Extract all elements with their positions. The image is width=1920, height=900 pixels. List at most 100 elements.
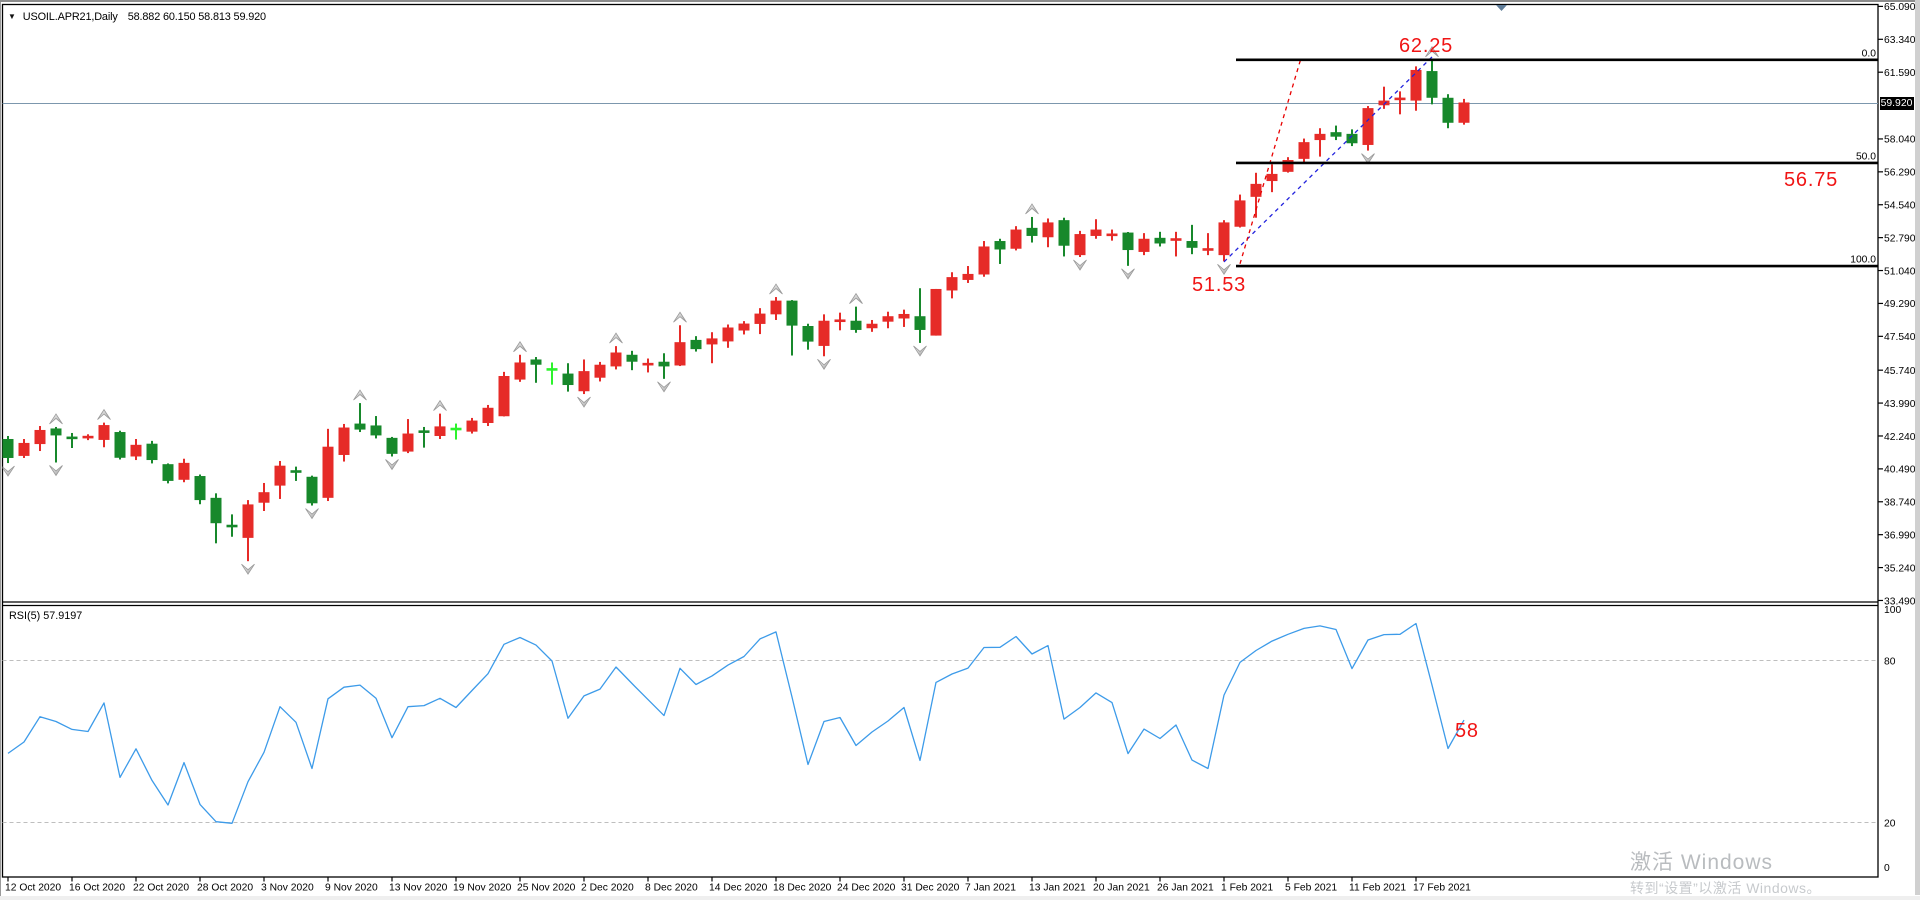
fractal-up-icon [353,389,367,401]
candle-body [802,326,814,342]
fib-level-label: 50.0 [1856,151,1876,162]
candle [770,297,782,320]
candle-body [114,432,126,458]
fractal-down-icon [385,459,399,471]
candle-body [1042,222,1054,238]
trendline-red[interactable] [1239,58,1302,264]
candle [1026,216,1038,243]
candle [242,500,254,562]
candle-body [1282,159,1294,172]
candle-body [674,342,686,366]
annotation-rsi-58: 58 [1455,720,1479,742]
candle [738,321,750,335]
candle-body [98,425,110,440]
candle [1074,230,1086,258]
price-axis-label: 33.490 [1884,596,1916,607]
collapse-chart-icon[interactable]: ▼ [8,12,16,21]
time-axis-label: 5 Feb 2021 [1285,883,1337,894]
candle [194,474,206,505]
price-axis-label: 51.040 [1884,266,1916,277]
fractal-up-icon [433,399,447,411]
candle [930,288,942,336]
candle-body [370,425,382,436]
fractal-down-icon [577,396,591,408]
time-axis-label: 11 Feb 2021 [1349,883,1406,894]
candle-body [514,362,526,380]
candle-body [178,462,190,480]
candle [562,363,574,392]
candle-body [1442,97,1454,123]
fractal-down-icon [2,465,15,477]
candle-body [258,492,270,503]
candle [178,458,190,483]
fractal-down-icon [1361,153,1375,165]
candle [818,314,830,357]
rsi-pane[interactable] [2,622,1879,824]
candle [1042,218,1054,248]
candle-body [322,446,334,498]
candle [498,371,510,417]
fractal-up-icon [673,311,687,323]
candle [18,438,30,458]
fractal-down-icon [49,465,63,477]
time-axis-label: 8 Dec 2020 [645,883,698,894]
candle-body [1186,241,1198,248]
candle-body [1298,142,1310,159]
time-axis-label: 20 Jan 2021 [1093,883,1150,894]
fractal-up-icon [97,408,111,420]
candle-body [962,273,974,280]
candle [418,426,430,448]
candle-body [50,428,62,436]
candle-body [754,313,766,324]
price-axis-label: 43.990 [1884,399,1916,410]
candle-body [146,443,158,461]
candle-body [402,433,414,452]
fractal-up-icon [1025,203,1039,215]
candle-body [1346,133,1358,144]
fractal-up-icon [609,332,623,344]
window-right-edge [1915,0,1920,895]
candle [1314,128,1326,157]
candle [482,404,494,427]
candle [1442,94,1454,129]
price-axis-label: 52.790 [1884,233,1916,244]
candle-body [386,437,398,454]
main-price-pane[interactable] [2,46,1879,575]
chart-shift-marker[interactable] [1496,5,1507,11]
candle-body [1058,220,1070,246]
time-axis-label: 14 Dec 2020 [709,883,768,894]
candle-body [1138,238,1150,252]
price-axis-label: 38.740 [1884,498,1916,509]
candle-body [1250,183,1262,197]
fractal-up-icon [1425,46,1439,58]
candle [338,423,350,462]
candle [402,419,414,454]
candle [1282,157,1294,173]
candle [354,403,366,433]
time-axis-label: 13 Jan 2021 [1029,883,1086,894]
fib-level-label: 100.0 [1850,255,1876,266]
candle-body [210,497,222,524]
price-axis-label: 63.340 [1884,35,1916,46]
candle [658,353,670,379]
price-axis-label: 47.540 [1884,332,1916,343]
price-axis-label: 58.040 [1884,135,1916,146]
price-axis-label: 54.540 [1884,201,1916,212]
candle-body [194,476,206,501]
candle-body [850,320,862,330]
time-axis-label: 9 Nov 2020 [325,883,378,894]
trendline-blue[interactable] [1223,56,1433,263]
rsi-axis-label: 20 [1884,819,1896,830]
candle [754,308,766,335]
rsi-axis-label: 0 [1884,863,1890,874]
candle-body [482,407,494,424]
candle-body [1122,232,1134,251]
price-axis-label: 35.240 [1884,563,1916,574]
candle [898,309,910,327]
chart-title-bar: ▼ USOIL.APR21,Daily 58.882 60.150 58.813… [8,9,266,25]
candle-body [530,359,542,365]
candle [1154,231,1166,247]
candle [1234,194,1246,228]
rsi-axis-label: 100 [1884,605,1901,616]
